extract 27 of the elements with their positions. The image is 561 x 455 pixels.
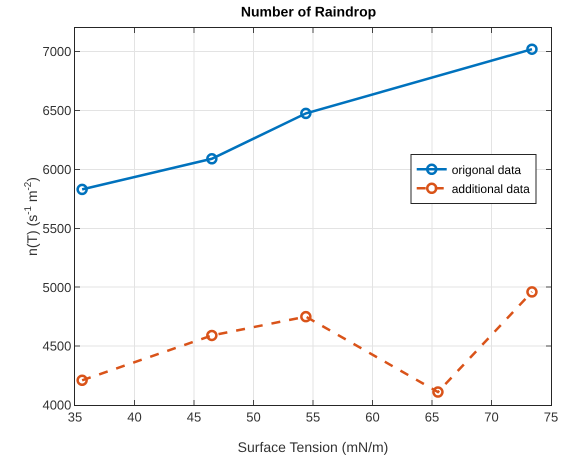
x-tick-label: 65 [424,410,440,425]
chart-title: Number of Raindrop [240,4,376,20]
y-tick-label: 4500 [42,338,72,354]
point [206,153,218,165]
x-tick-label: 45 [186,410,202,425]
y-tick-label: 5000 [42,280,72,295]
point [300,108,312,120]
point [300,310,312,322]
point [432,386,444,398]
legend-label: additional data [452,182,530,196]
x-tick-label: 60 [365,410,380,425]
y-tick-label: 7000 [42,44,72,60]
x-tick-label: 70 [484,410,499,425]
x-tick-label: 55 [306,410,320,425]
y-tick-label: 5500 [42,220,72,236]
x-tick-label: 50 [246,410,261,425]
point [206,330,218,342]
y-tick-label: 6500 [42,103,72,118]
point [526,43,538,55]
point [76,374,88,386]
x-tick-label: 75 [544,410,558,425]
x-tick-label: 40 [127,410,142,425]
y-tick-label: 6000 [42,162,72,177]
point [526,286,538,298]
x-axis-title: Surface Tension (mN/m) [238,439,388,455]
point [76,184,88,196]
legend-label: origonal data [452,162,522,177]
